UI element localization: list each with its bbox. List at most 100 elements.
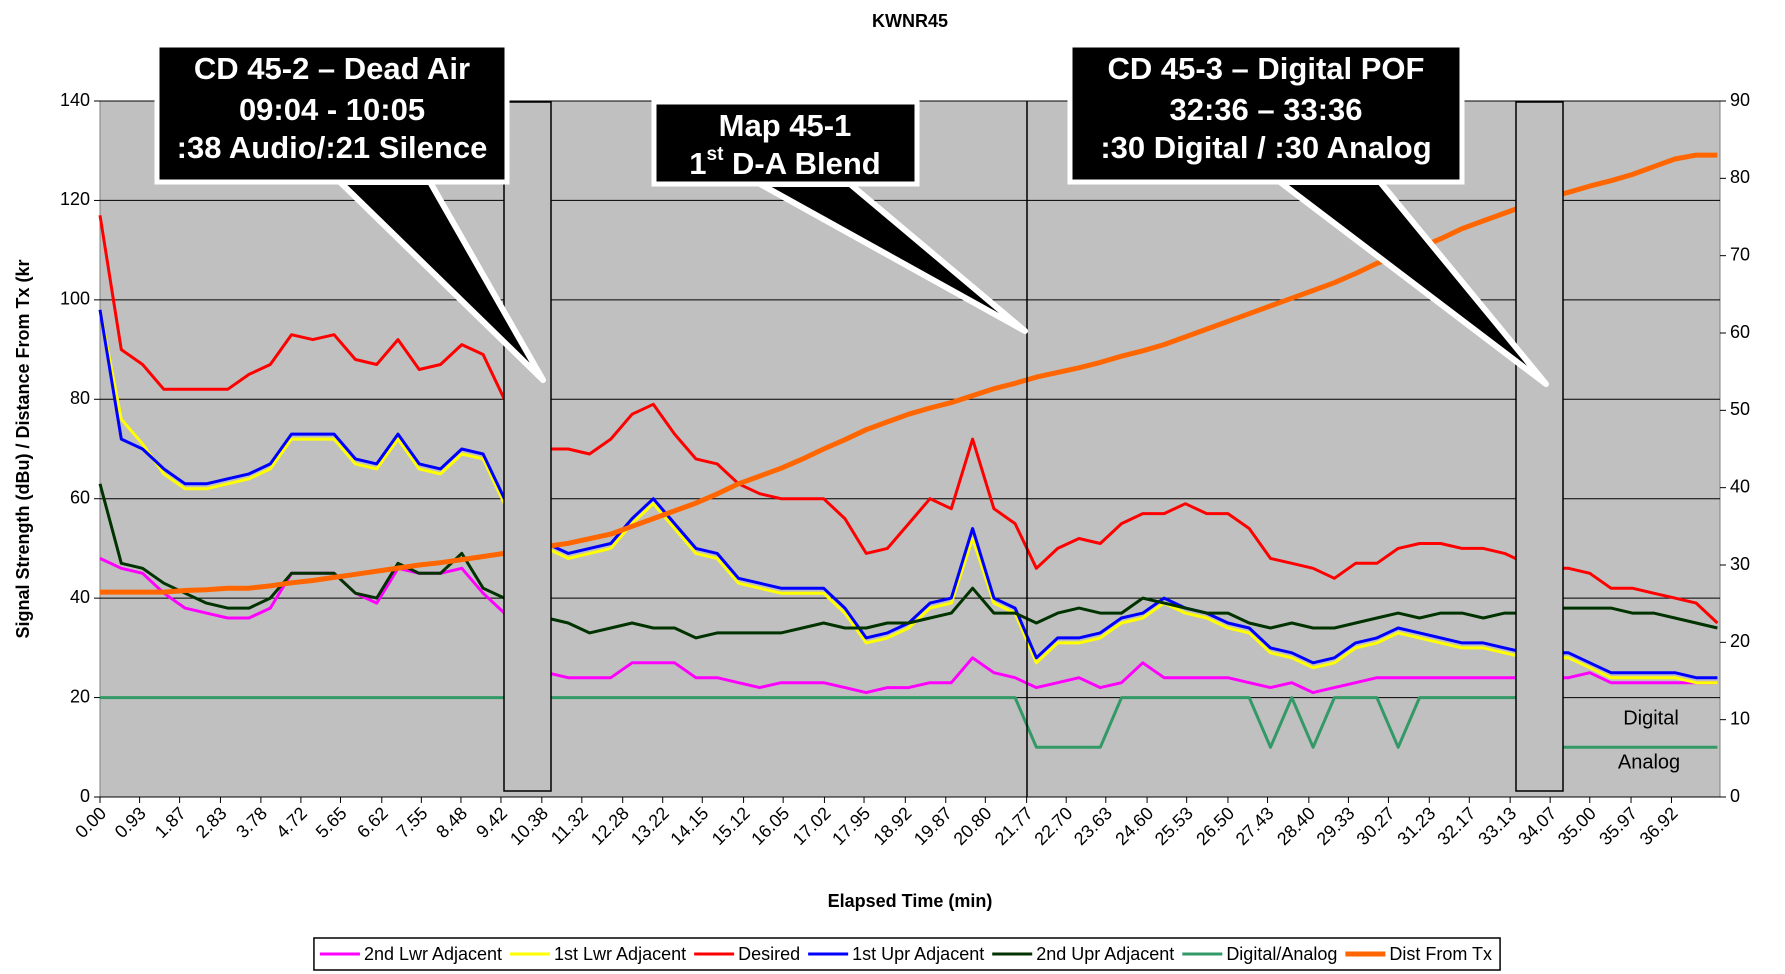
x-tick-label: 31.23	[1393, 803, 1439, 849]
legend-label: Dist From Tx	[1389, 944, 1492, 964]
legend: 2nd Lwr Adjacent 1st Lwr Adjacent Desired 1…	[313, 937, 1501, 971]
x-tick-label: 25.53	[1151, 803, 1197, 849]
series-line	[100, 152, 1718, 595]
x-tick-label: 13.22	[627, 803, 673, 849]
x-tick-label: 15.12	[708, 803, 754, 849]
x-tick-label: 36.92	[1636, 803, 1682, 849]
legend-item: Dist From Tx	[1345, 944, 1492, 964]
superscript: st	[707, 144, 725, 165]
legend-item: 1st Upr Adjacent	[808, 944, 984, 964]
callout-text: CD 45-2 – Dead Air	[194, 51, 470, 86]
series-line	[100, 696, 1718, 749]
legend-label: 1st Upr Adjacent	[852, 944, 984, 964]
x-tick-label: 19.87	[910, 803, 956, 849]
y-tick-label: 100	[60, 289, 90, 309]
series-line	[98, 309, 1718, 685]
x-tick-label: 18.92	[870, 803, 916, 849]
callout-text: Map 45-1	[719, 108, 852, 143]
x-tick-label: 29.33	[1313, 803, 1359, 849]
y-tick-label: 40	[70, 587, 90, 607]
x-tick-label: 24.60	[1111, 803, 1157, 849]
y-tick-label: 80	[70, 388, 90, 408]
y2-tick-label: 70	[1730, 244, 1750, 264]
x-tick-label: 0.93	[111, 803, 150, 842]
callout-box	[154, 42, 510, 185]
chart-title: KWNR45	[872, 11, 948, 31]
y2-tick-label: 40	[1730, 476, 1750, 496]
y2-tick-label: 50	[1730, 399, 1750, 419]
legend-item: Digital/Analog	[1182, 944, 1337, 964]
x-tick-label: 32.17	[1433, 803, 1479, 849]
x-tick-label: 4.72	[272, 803, 311, 842]
overlays: CD 45-2 – Dead Air 09:04 - 10:05 :38 Aud…	[154, 42, 1680, 797]
y-tick-label: 120	[60, 189, 90, 209]
x-tick-label: 2.83	[192, 803, 231, 842]
series-line	[98, 483, 1718, 640]
y2-tick-label: 90	[1730, 90, 1750, 110]
callout-column	[503, 101, 552, 792]
x-axis-title: Elapsed Time (min)	[828, 891, 993, 911]
x-tick-label: 23.63	[1070, 803, 1116, 849]
y2-tick-label: 80	[1730, 167, 1750, 187]
y-tick-label: 20	[70, 686, 90, 706]
x-tick-label: 17.02	[789, 803, 835, 849]
x-tick-label: 11.32	[547, 803, 592, 848]
callout-text: 1st D-A Blend	[689, 144, 880, 181]
callout-text: D-A Blend	[723, 146, 880, 181]
y-tick-label: 0	[80, 786, 90, 806]
x-tick-label: 28.40	[1273, 803, 1319, 849]
legend-label: Digital/Analog	[1226, 944, 1337, 964]
callout-text: :30 Digital / :30 Analog	[1100, 130, 1431, 165]
x-tick-label: 20.80	[950, 803, 996, 849]
legend-item: 1st Lwr Adjacent	[510, 944, 686, 964]
series-line	[99, 557, 1718, 695]
plot-area	[99, 100, 1721, 798]
x-tick-label: 8.48	[432, 803, 471, 842]
y2-tick-label: 10	[1730, 708, 1750, 728]
callout-text: :38 Audio/:21 Silence	[177, 130, 488, 165]
x-tick-label: 35.00	[1554, 803, 1600, 849]
x-tick-label: 14.15	[666, 803, 712, 849]
x-tick-label: 0.00	[71, 803, 110, 842]
callout-text: 09:04 - 10:05	[239, 92, 425, 127]
callout-box	[1067, 42, 1465, 185]
region-label: Digital	[1623, 707, 1679, 729]
callout-box	[651, 99, 920, 187]
x-tick-label: 34.07	[1514, 803, 1560, 849]
callout-text: 1	[689, 146, 706, 181]
legend-item: 2nd Upr Adjacent	[992, 944, 1174, 964]
callout-text: 32:36 – 33:36	[1169, 92, 1362, 127]
legend-item: Desired	[694, 944, 800, 964]
x-tick-label: 21.77	[991, 803, 1037, 849]
x-tick-label: 35.97	[1595, 803, 1641, 849]
x-tick-label: 16.05	[747, 803, 793, 849]
legend-item: 2nd Lwr Adjacent	[319, 944, 502, 964]
x-tick-label: 26.50	[1192, 803, 1238, 849]
legend-label: 2nd Upr Adjacent	[1036, 944, 1174, 964]
x-tick-label: 5.65	[312, 803, 351, 842]
x-tick-label: 33.13	[1474, 803, 1520, 849]
x-tick-label: 22.70	[1030, 803, 1076, 849]
x-tick-label: 3.78	[232, 803, 271, 842]
y-axis-title: Signal Strength (dBu) / Distance From Tx…	[13, 259, 33, 638]
x-tick-label: 12.28	[587, 803, 633, 849]
y2-tick-label: 60	[1730, 322, 1750, 342]
x-tick-label: 30.27	[1353, 803, 1399, 849]
y-tick-label: 60	[70, 487, 90, 507]
x-tick-label: 6.62	[353, 803, 392, 842]
legend-label: 2nd Lwr Adjacent	[364, 944, 502, 964]
y-tick-label: 140	[60, 90, 90, 110]
x-tick-label: 7.55	[393, 803, 432, 842]
legend-label: Desired	[738, 944, 800, 964]
callout-text: CD 45-3 – Digital POF	[1108, 51, 1425, 86]
x-tick-label: 9.42	[472, 803, 511, 842]
x-tick-label: 1.87	[151, 803, 190, 842]
x-tick-label: 10.38	[506, 803, 552, 849]
region-label: Analog	[1618, 751, 1680, 773]
y2-tick-label: 30	[1730, 554, 1750, 574]
x-tick-label: 27.43	[1232, 803, 1278, 849]
series-line	[98, 215, 1719, 625]
callout-column	[1515, 101, 1564, 792]
y2-tick-label: 20	[1730, 631, 1750, 651]
